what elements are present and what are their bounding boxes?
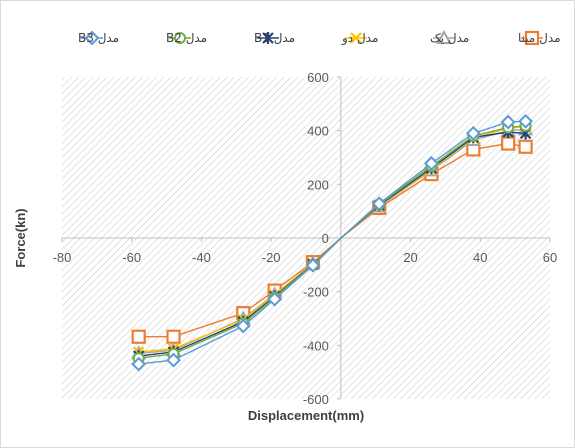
legend-marker [84,30,100,46]
y-tick-label: 200 [307,177,329,192]
legend-label: مدل مبنا [518,31,561,45]
legend-item: مدل B1 [254,31,295,45]
legend-item: مدل B2 [166,31,207,45]
x-tick-label: 40 [473,250,487,265]
data-point [518,139,533,154]
legend-marker [436,29,452,44]
data-point [305,257,321,273]
data-point [371,196,387,212]
data-point [501,136,516,151]
series-line [138,120,526,365]
legend-marker [262,32,274,44]
legend-label: مدل دو [341,31,378,46]
data-point [166,329,181,344]
legend-item: مدل مبنا [518,30,561,46]
series-6 [131,113,534,372]
legend-label: مدل B1 [254,31,295,45]
legend-label: مدل یک [430,31,469,45]
data-point [166,352,181,368]
y-tick-label: 400 [307,124,329,139]
data-point [518,113,534,129]
legend-label: مدل B3 [78,31,119,45]
x-tick-label: -20 [262,250,281,265]
y-axis-title: Force(kn) [13,208,28,267]
x-tick-label: 20 [403,250,417,265]
data-point [465,125,481,141]
data-point [267,291,283,307]
data-point [131,356,147,372]
legend-marker [174,32,186,44]
x-tick-label: 60 [543,250,557,265]
data-point [500,114,516,130]
y-tick-label: -600 [303,392,329,407]
legend-marker [350,32,362,44]
legend-label: مدل B2 [166,31,207,45]
data-point [131,329,146,344]
legend-item: مدل یک [430,29,469,45]
legend-marker [524,30,540,46]
x-tick-label: -60 [122,250,141,265]
legend-item: مدل B3 [78,30,119,46]
x-tick-label: -80 [53,250,72,265]
x-tick-label: -40 [192,250,211,265]
legend: مدل مبنا مدل یک مدل دو مدل B1 مدل B2 مدل B3 [78,29,561,46]
y-tick-label: 600 [307,70,329,85]
y-tick-label: 0 [322,231,329,246]
data-point [235,318,251,334]
y-tick-label: -400 [303,338,329,353]
data-point [424,155,439,171]
legend-item: مدل دو [341,31,378,46]
x-axis-title: Displacement(mm) [248,408,364,423]
y-tick-label: -200 [303,285,329,300]
